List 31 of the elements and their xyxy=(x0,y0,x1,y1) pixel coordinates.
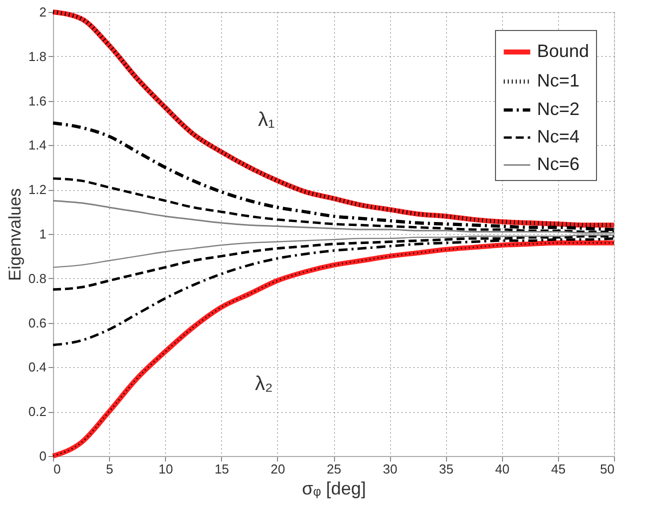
y-tick-label: 0.4 xyxy=(28,360,46,375)
x-tick-label: 30 xyxy=(382,462,398,476)
x-tick-label: 0 xyxy=(54,462,61,476)
x-tick-label: 20 xyxy=(270,462,286,476)
x-tick-label: 15 xyxy=(214,462,230,476)
y-tick-label: 1.6 xyxy=(28,93,46,108)
x-axis-title: σᵩ [deg] xyxy=(302,478,366,498)
y-tick-label: 1.8 xyxy=(28,48,46,64)
annotation: λ₂ xyxy=(255,373,273,395)
x-tick-label: 45 xyxy=(551,462,566,476)
y-tick-label: 0.8 xyxy=(28,270,46,286)
y-tick-label: 2 xyxy=(39,4,46,20)
x-tick-label: 50 xyxy=(600,462,614,476)
y-tick-label: 0 xyxy=(39,448,46,464)
x-tick-label: 10 xyxy=(158,462,173,476)
y-axis-title: Eigenvalues xyxy=(5,188,24,281)
x-tick-label: 5 xyxy=(106,462,114,476)
legend-label: Bound xyxy=(537,41,590,61)
y-tick-label: 1.4 xyxy=(28,138,46,153)
legend-label: Nc=2 xyxy=(537,99,580,119)
x-tick-label: 25 xyxy=(326,462,342,476)
y-tick-label: 1 xyxy=(39,226,46,242)
annotation: λ₁ xyxy=(258,109,275,131)
y-tick-label: 0.6 xyxy=(28,315,46,330)
legend-label: Nc=1 xyxy=(537,70,580,90)
y-tick-label: 0.2 xyxy=(28,404,46,420)
x-tick-label: 40 xyxy=(495,462,510,476)
legend-label: Nc=4 xyxy=(537,126,580,146)
x-tick-label: 35 xyxy=(438,462,454,476)
legend-label: Nc=6 xyxy=(537,154,580,174)
y-tick-label: 1.2 xyxy=(28,182,46,198)
